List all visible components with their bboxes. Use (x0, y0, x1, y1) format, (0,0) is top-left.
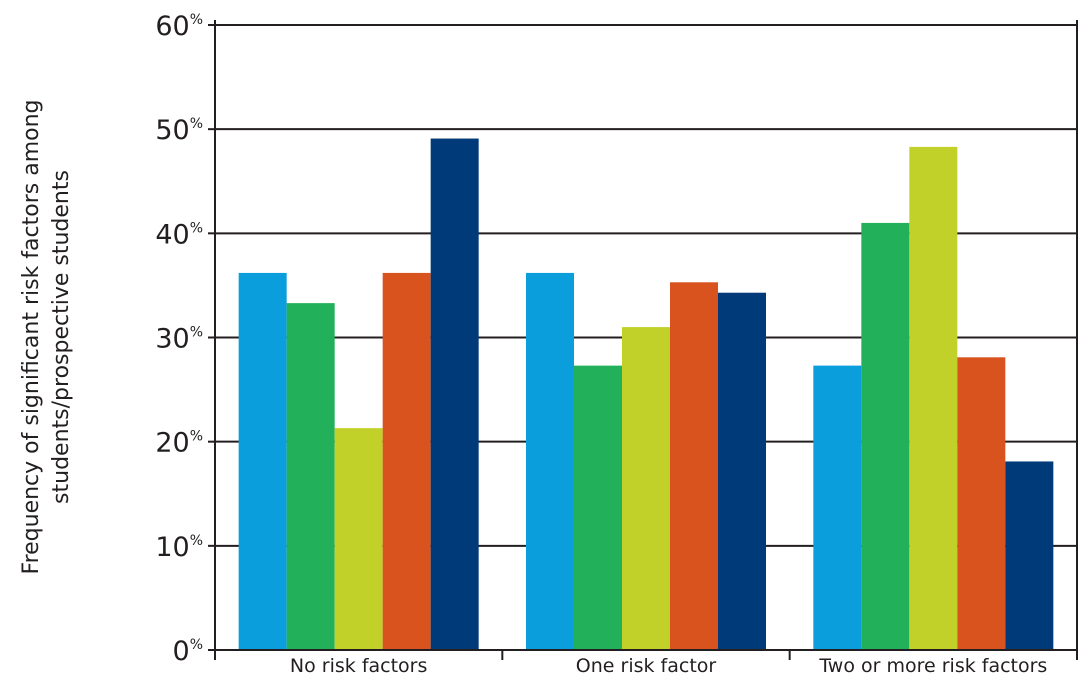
y-axis-title-line-1: Frequency of significant risk factors am… (19, 100, 44, 575)
y-axis-title-line-2: students/prospective students (49, 170, 74, 504)
bar-2-4 (670, 282, 718, 650)
y-tick-labels: 0% 10% 20% 30% 40% 50% 60% (155, 11, 203, 667)
bar-2-5 (718, 292, 766, 650)
bar-2-1 (526, 272, 574, 650)
bar-1-2 (286, 303, 335, 650)
axes (208, 20, 1078, 660)
y-tick-label-40: 40% (155, 219, 203, 250)
y-tick-label-0: 0% (173, 636, 204, 667)
y-tick-label-60: 60% (155, 11, 203, 42)
bar-1-3 (334, 428, 383, 650)
y-axis-title: Frequency of significant risk factors am… (19, 100, 74, 575)
y-tick-label-30: 30% (155, 324, 203, 355)
bar-3-5 (1005, 461, 1054, 650)
bar-3-2 (861, 222, 910, 650)
y-tick-label-10: 10% (155, 532, 203, 563)
category-label-3: Two or more risk factors (818, 655, 1047, 677)
bar-3-3 (909, 146, 958, 650)
bar-3-4 (957, 357, 1006, 650)
category-labels: No risk factors One risk factor Two or mor… (290, 655, 1047, 677)
bar-1-1 (238, 272, 287, 650)
y-tick-label-50: 50% (155, 115, 203, 146)
category-label-2: One risk factor (576, 655, 717, 677)
bar-1-5 (430, 138, 479, 650)
bar-3-1 (813, 365, 862, 650)
bar-1-4 (382, 272, 431, 650)
bars (238, 138, 1054, 650)
bar-2-3 (622, 327, 670, 650)
y-tick-label-20: 20% (155, 428, 203, 459)
category-label-1: No risk factors (290, 655, 427, 677)
bar-2-2 (574, 365, 622, 650)
